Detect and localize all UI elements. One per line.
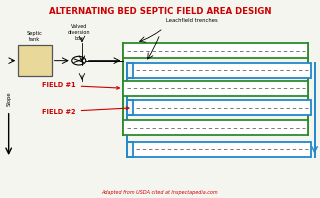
Bar xyxy=(133,63,311,78)
Text: Leachfield trenches: Leachfield trenches xyxy=(166,18,218,23)
Text: FIELD #2: FIELD #2 xyxy=(42,107,129,115)
Bar xyxy=(123,81,308,96)
Bar xyxy=(133,100,311,115)
Text: Septic
tank: Septic tank xyxy=(27,31,43,42)
Text: Adapted from USDA cited at Inspectapedia.com: Adapted from USDA cited at Inspectapedia… xyxy=(102,190,218,195)
Text: FIELD #1: FIELD #1 xyxy=(42,82,119,89)
Text: ALTERNATING BED SEPTIC FIELD AREA DESIGN: ALTERNATING BED SEPTIC FIELD AREA DESIGN xyxy=(49,7,271,16)
Bar xyxy=(123,43,308,58)
Text: Valved
diversion
box: Valved diversion box xyxy=(68,24,90,41)
Text: Slope: Slope xyxy=(6,92,11,106)
Bar xyxy=(133,142,311,156)
Bar xyxy=(18,45,52,76)
Bar xyxy=(123,120,308,135)
